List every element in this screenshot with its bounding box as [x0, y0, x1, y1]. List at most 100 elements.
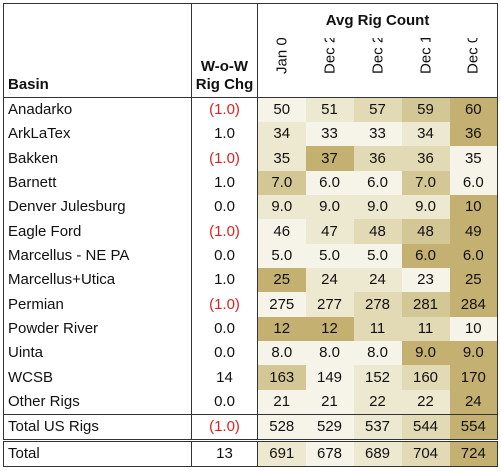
rig-count-value: 46 — [257, 219, 306, 244]
rig-count-value: 47 — [305, 219, 354, 244]
wow-rig-change: 14 — [191, 365, 258, 390]
rig-count-value: 34 — [257, 122, 306, 147]
table-row: Denver Julesburg 0.0 9.0 9.0 9.0 9.0 10 — [3, 195, 498, 220]
rig-count-value: 554 — [449, 413, 498, 441]
rig-count-value: 25 — [449, 268, 498, 293]
table-row: Bakken (1.0) 35 37 36 36 35 — [3, 146, 498, 171]
basin-name: Uinta — [3, 341, 192, 366]
date-header-label: Dec 07 — [464, 37, 482, 75]
date-header-label: Jan 04 — [273, 37, 291, 75]
rig-count-value: 23 — [401, 268, 450, 293]
date-header-label: Dec 28 — [321, 37, 338, 75]
rig-count-value: 25 — [257, 268, 306, 293]
wow-rig-change: 0.0 — [191, 316, 258, 342]
rig-count-value: 8.0 — [305, 341, 354, 366]
wow-rig-change: 1.0 — [191, 122, 258, 147]
table-header: Basin W-o-W Rig Chg Avg Rig Count Jan 04… — [3, 3, 498, 98]
wow-rig-change: 0.0 — [191, 243, 258, 269]
rig-count-value: 149 — [305, 365, 354, 390]
table-row: ArkLaTex 1.0 34 33 33 34 36 — [3, 122, 498, 147]
rig-count-value: 6.0 — [401, 243, 450, 269]
wow-rig-change: 0.0 — [191, 195, 258, 220]
rig-count-value: 691 — [257, 438, 306, 467]
rig-count-value: 24 — [353, 268, 402, 293]
avg-rig-count-header: Avg Rig Count — [325, 12, 430, 29]
rig-count-value: 59 — [401, 97, 450, 123]
rig-count-value: 21 — [257, 389, 306, 415]
basin-name: Anadarko — [3, 97, 192, 123]
wow-rig-change-header: W-o-W Rig Chg — [191, 3, 258, 98]
rig-count-value: 724 — [449, 438, 498, 467]
total-us-row: Total US Rigs (1.0) 528 529 537 544 554 — [3, 413, 498, 441]
rig-count-value: 152 — [353, 365, 402, 390]
rig-count-value: 8.0 — [257, 341, 306, 366]
rig-count-value: 10 — [449, 316, 498, 342]
rig-count-value: 10 — [449, 195, 498, 220]
basin-name: Powder River — [3, 316, 192, 342]
rig-count-value: 160 — [401, 365, 450, 390]
rig-count-value: 51 — [305, 97, 354, 123]
rig-count-value: 48 — [353, 219, 402, 244]
rig-count-value: 544 — [401, 413, 450, 441]
rig-count-value: 6.0 — [305, 170, 354, 196]
rig-count-value: 689 — [353, 438, 402, 467]
rig-count-value: 170 — [449, 365, 498, 390]
rig-count-value: 529 — [305, 413, 354, 441]
table-body: Anadarko (1.0) 50 51 57 59 60 ArkLaTex 1.0 34 33 33… — [3, 97, 498, 467]
basin-name: Denver Julesburg — [3, 195, 192, 220]
wow-rig-change: 0.0 — [191, 341, 258, 366]
basin-name: Total — [3, 438, 192, 467]
wow-rig-change: (1.0) — [191, 146, 258, 171]
rig-count-value: 57 — [353, 97, 402, 123]
rig-count-value: 281 — [401, 292, 450, 317]
rig-count-value: 36 — [401, 146, 450, 171]
wow-rig-change: 13 — [191, 438, 258, 467]
rig-count-value: 50 — [257, 97, 306, 123]
rig-count-value: 12 — [305, 316, 354, 342]
rig-count-value: 8.0 — [353, 341, 402, 366]
rig-count-value: 163 — [257, 365, 306, 390]
basin-name: Barnett — [3, 170, 192, 196]
table-row: Permian (1.0) 275 277 278 281 284 — [3, 292, 498, 317]
rig-count-value: 7.0 — [257, 170, 306, 196]
rig-count-value: 678 — [305, 438, 354, 467]
basin-name: ArkLaTex — [3, 122, 192, 147]
rig-count-value: 277 — [305, 292, 354, 317]
table-row: Other Rigs 0.0 21 21 22 22 24 — [3, 389, 498, 415]
rig-count-value: 48 — [401, 219, 450, 244]
basin-name: Bakken — [3, 146, 192, 171]
rig-count-value: 5.0 — [305, 243, 354, 269]
date-header-col-5: Dec 07 — [449, 37, 498, 98]
rig-count-value: 34 — [401, 122, 450, 147]
date-header-label: Dec 14 — [417, 37, 434, 75]
basin-name: Eagle Ford — [3, 219, 192, 244]
wow-header-line2: Rig Chg — [195, 76, 254, 93]
date-header-col-4: Dec 14 — [401, 37, 450, 98]
wow-rig-change: 1.0 — [191, 268, 258, 293]
rig-count-value: 6.0 — [449, 243, 498, 269]
basin-name: Total US Rigs — [3, 413, 192, 441]
rig-count-value: 33 — [353, 122, 402, 147]
basin-name: WCSB — [3, 365, 192, 390]
date-header-col-3: Dec 21 — [353, 37, 402, 98]
rig-count-value: 35 — [257, 146, 306, 171]
rig-count-value: 37 — [305, 146, 354, 171]
total-row: Total 13 691 678 689 704 724 — [3, 438, 498, 467]
table-row: Eagle Ford (1.0) 46 47 48 48 49 — [3, 219, 498, 244]
rig-count-value: 24 — [305, 268, 354, 293]
table-row: Powder River 0.0 12 12 11 11 10 — [3, 316, 498, 342]
rig-count-value: 22 — [353, 389, 402, 415]
rig-count-value: 22 — [401, 389, 450, 415]
rig-count-table: Basin W-o-W Rig Chg Avg Rig Count Jan 04… — [3, 3, 499, 467]
wow-rig-change: (1.0) — [191, 219, 258, 244]
wow-rig-change: 1.0 — [191, 170, 258, 196]
table-row: Barnett 1.0 7.0 6.0 6.0 7.0 6.0 — [3, 170, 498, 196]
rig-count-value: 9.0 — [353, 195, 402, 220]
rig-count-value: 9.0 — [305, 195, 354, 220]
table-row: Uinta 0.0 8.0 8.0 8.0 9.0 9.0 — [3, 341, 498, 366]
rig-count-value: 12 — [257, 316, 306, 342]
basin-name: Marcellus+Utica — [3, 268, 192, 293]
table-row: WCSB 14 163 149 152 160 170 — [3, 365, 498, 390]
wow-rig-change: (1.0) — [191, 97, 258, 123]
table-row: Marcellus - NE PA 0.0 5.0 5.0 5.0 6.0 6.0 — [3, 243, 498, 269]
